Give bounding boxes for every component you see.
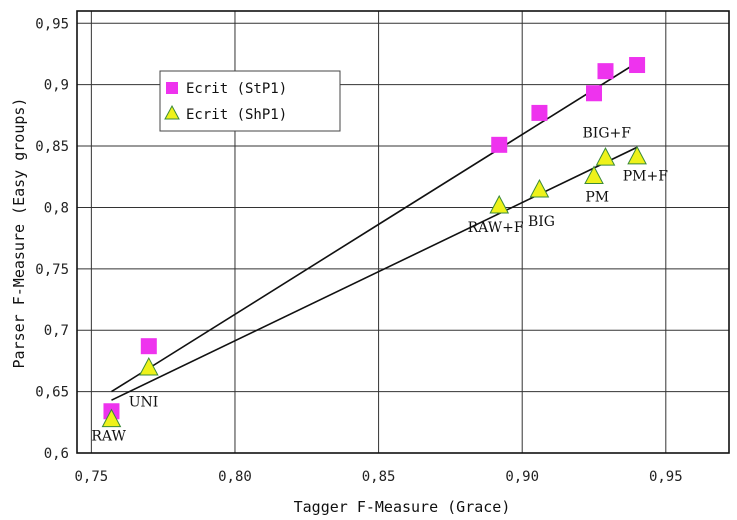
square-marker (586, 85, 603, 102)
triangle-marker (627, 145, 647, 165)
x-axis-ticks: 0,75 0,80 0,85 0,90 0,95 (75, 469, 683, 485)
y-tick-label: 0,65 (35, 385, 69, 401)
triangle-marker (138, 356, 159, 376)
triangle-marker (529, 178, 550, 198)
grid (77, 11, 729, 454)
square-marker (597, 63, 614, 80)
legend-marker-ecrit-shp1 (164, 104, 180, 120)
point-label: BIG+F (583, 125, 632, 141)
triangle-marker (101, 408, 122, 428)
point-label: RAW (91, 429, 126, 445)
triangle-marker (595, 147, 616, 166)
square-marker (531, 104, 548, 121)
square-marker (491, 136, 508, 153)
y-tick-label: 0,7 (44, 323, 69, 339)
triangle-marker (584, 165, 604, 185)
x-tick-label: 0,95 (649, 469, 683, 485)
trendline (111, 61, 638, 393)
triangle-marker (489, 194, 510, 214)
point-label: UNI (129, 394, 159, 410)
y-axis-label: Parser F-Measure (Easy groups) (10, 98, 28, 369)
square-marker (629, 57, 646, 74)
legend: Ecrit (StP1) Ecrit (ShP1) (159, 70, 341, 132)
plot-frame (76, 10, 730, 454)
point-label: RAW+F (468, 220, 524, 236)
y-tick-label: 0,6 (44, 446, 69, 462)
legend-label-ecrit-stp1: Ecrit (StP1) (186, 81, 287, 97)
point-label: PM (585, 189, 609, 205)
y-tick-label: 0,8 (44, 200, 69, 216)
trendline (111, 146, 638, 401)
legend-marker-ecrit-stp1 (166, 82, 178, 94)
square-marker (140, 338, 157, 355)
x-tick-label: 0,80 (218, 469, 252, 485)
trendlines (111, 61, 638, 401)
x-axis-label: Tagger F-Measure (Grace) (294, 498, 511, 516)
x-tick-label: 0,85 (362, 469, 396, 485)
point-label: PM+F (623, 168, 668, 184)
x-tick-label: 0,90 (505, 469, 539, 485)
legend-label-ecrit-shp1: Ecrit (ShP1) (186, 107, 287, 123)
x-tick-label: 0,75 (75, 469, 109, 485)
data-marks (101, 57, 647, 428)
y-tick-label: 0,9 (44, 78, 69, 94)
y-axis-ticks: 0,6 0,65 0,7 0,75 0,8 0,85 0,9 0,95 (35, 16, 69, 462)
legend-box (159, 70, 341, 132)
y-tick-label: 0,85 (35, 139, 69, 155)
y-tick-label: 0,95 (35, 16, 69, 32)
y-tick-label: 0,75 (35, 262, 69, 278)
point-label: BIG (528, 214, 555, 230)
point-annotations: UNI RAW RAW+F BIG PM BIG+F PM+F (91, 125, 668, 444)
